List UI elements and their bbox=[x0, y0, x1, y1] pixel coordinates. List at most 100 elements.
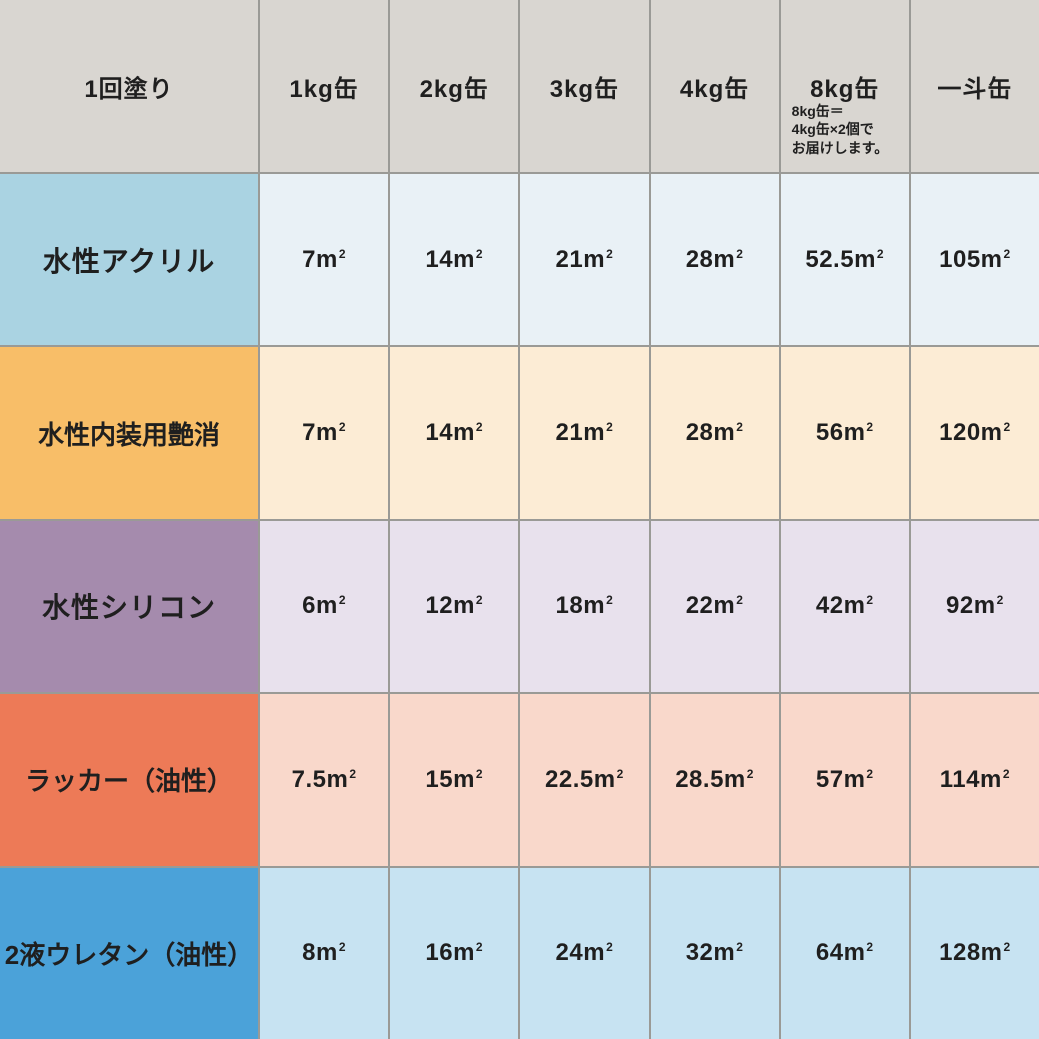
coverage-value: 28.5 bbox=[675, 765, 724, 793]
coverage-cell: 52.5 m2 bbox=[780, 174, 909, 346]
coverage-value: 114 bbox=[939, 765, 980, 793]
coverage-value: 8 bbox=[302, 939, 316, 967]
square-meter-unit: m2 bbox=[980, 419, 1011, 447]
square-meter-unit: m2 bbox=[854, 245, 885, 273]
square-meter-unit: m2 bbox=[593, 765, 624, 793]
square-meter-unit: m2 bbox=[326, 765, 357, 793]
coverage-value: 14 bbox=[425, 419, 454, 447]
coverage-cell: 128 m2 bbox=[910, 867, 1039, 1039]
row-header-urethane-oil: 2液ウレタン（油性） bbox=[0, 867, 258, 1039]
row-label: 水性内装用艶消 bbox=[37, 419, 220, 450]
row-label: 水性シリコン bbox=[41, 592, 216, 624]
header-label: 8kg缶 bbox=[810, 75, 880, 103]
coverage-value: 7 bbox=[302, 245, 316, 273]
coverage-cell: 7 m2 bbox=[260, 174, 389, 346]
square-meter-unit: m2 bbox=[973, 592, 1004, 620]
header-label: 3kg缶 bbox=[549, 75, 620, 103]
coverage-cell: 28 m2 bbox=[650, 347, 779, 519]
coverage-value: 18 bbox=[555, 592, 584, 620]
square-meter-unit: m2 bbox=[713, 939, 744, 967]
square-meter-unit: m2 bbox=[713, 592, 744, 620]
coverage-value: 16 bbox=[425, 939, 454, 967]
coverage-cell: 22 m2 bbox=[650, 520, 779, 693]
coverage-cell: 14 m2 bbox=[390, 347, 519, 519]
coverage-value: 12 bbox=[425, 592, 454, 620]
coverage-value: 28 bbox=[685, 245, 714, 273]
coverage-cell: 16 m2 bbox=[390, 867, 519, 1039]
column-header-1kg-can: 1kg缶 bbox=[260, 0, 389, 172]
square-meter-unit: m2 bbox=[980, 765, 1011, 793]
row-label: 2液ウレタン（油性） bbox=[4, 939, 254, 970]
coverage-value: 92 bbox=[946, 592, 974, 620]
square-meter-unit: m2 bbox=[583, 419, 614, 447]
coverage-cell: 56 m2 bbox=[780, 347, 909, 519]
coverage-cell: 15 m2 bbox=[390, 694, 519, 866]
square-meter-unit: m2 bbox=[453, 765, 484, 793]
coverage-cell: 7.5 m2 bbox=[260, 694, 389, 866]
coverage-cell: 22.5 m2 bbox=[520, 694, 649, 866]
coverage-value: 15 bbox=[425, 765, 454, 793]
coverage-value: 22 bbox=[685, 592, 714, 620]
coverage-cell: 7 m2 bbox=[260, 347, 389, 519]
coverage-cell: 28.5 m2 bbox=[650, 694, 779, 866]
square-meter-unit: m2 bbox=[843, 765, 874, 793]
note-line: お届けします。 bbox=[791, 139, 889, 156]
coverage-value: 57 bbox=[815, 765, 844, 793]
coverage-cell: 114 m2 bbox=[910, 694, 1039, 866]
8kg-can-note: 8kg缶＝ 4kg缶×2個で お届けします。 bbox=[792, 102, 889, 157]
row-header-water-interior-matte: 水性内装用艶消 bbox=[0, 347, 258, 519]
coverage-cell: 120 m2 bbox=[910, 347, 1039, 519]
coverage-cell: 28 m2 bbox=[650, 174, 779, 346]
coverage-cell: 105 m2 bbox=[910, 174, 1039, 346]
column-header-4kg-can: 4kg缶 bbox=[650, 0, 779, 172]
note-line: 8kg缶＝ bbox=[791, 103, 844, 119]
coverage-value: 128 bbox=[939, 939, 981, 967]
square-meter-unit: m2 bbox=[583, 592, 614, 620]
column-header-itto-can: 一斗缶 bbox=[910, 0, 1039, 172]
coverage-value: 6 bbox=[302, 592, 316, 620]
square-meter-unit: m2 bbox=[843, 592, 874, 620]
note-line: 4kg缶×2個で bbox=[791, 121, 874, 138]
coverage-cell: 12 m2 bbox=[390, 520, 519, 693]
square-meter-unit: m2 bbox=[453, 592, 484, 620]
coverage-value: 42 bbox=[815, 592, 844, 620]
coverage-cell: 8 m2 bbox=[260, 867, 389, 1039]
row-header-water-acrylic: 水性アクリル bbox=[0, 174, 258, 346]
coverage-value: 120 bbox=[939, 419, 981, 447]
header-label: 1kg缶 bbox=[289, 75, 359, 103]
square-meter-unit: m2 bbox=[315, 592, 347, 620]
row-header-water-silicone: 水性シリコン bbox=[0, 520, 258, 693]
coverage-cell: 24 m2 bbox=[520, 867, 649, 1039]
coverage-value: 56 bbox=[815, 419, 844, 447]
header-label: 2kg缶 bbox=[419, 75, 489, 103]
square-meter-unit: m2 bbox=[713, 245, 744, 273]
square-meter-unit: m2 bbox=[713, 419, 744, 447]
column-header-8kg-can: 8kg缶 8kg缶＝ 4kg缶×2個で お届けします。 bbox=[780, 0, 909, 172]
coverage-cell: 57 m2 bbox=[780, 694, 909, 866]
square-meter-unit: m2 bbox=[583, 245, 614, 273]
coverage-value: 32 bbox=[685, 939, 714, 967]
square-meter-unit: m2 bbox=[843, 419, 874, 447]
coverage-value: 22.5 bbox=[545, 765, 594, 793]
coverage-value: 21 bbox=[555, 419, 584, 447]
column-header-2kg-can: 2kg缶 bbox=[390, 0, 519, 172]
coverage-cell: 32 m2 bbox=[650, 867, 779, 1039]
coverage-value: 21 bbox=[555, 245, 584, 273]
column-header-3kg-can: 3kg缶 bbox=[520, 0, 649, 172]
coverage-value: 28 bbox=[685, 419, 714, 447]
coverage-cell: 6 m2 bbox=[260, 520, 389, 693]
coverage-cell: 21 m2 bbox=[520, 347, 649, 519]
row-label: ラッカー（油性） bbox=[24, 766, 233, 797]
coverage-value: 14 bbox=[425, 245, 454, 273]
coverage-value: 7.5 bbox=[291, 765, 327, 793]
coverage-cell: 21 m2 bbox=[520, 174, 649, 346]
coverage-cell: 18 m2 bbox=[520, 520, 649, 693]
square-meter-unit: m2 bbox=[453, 245, 484, 273]
square-meter-unit: m2 bbox=[315, 419, 347, 447]
square-meter-unit: m2 bbox=[453, 419, 484, 447]
header-label: 4kg缶 bbox=[679, 75, 750, 103]
coverage-value: 7 bbox=[302, 419, 316, 447]
coverage-value: 24 bbox=[555, 939, 584, 967]
square-meter-unit: m2 bbox=[315, 939, 347, 967]
